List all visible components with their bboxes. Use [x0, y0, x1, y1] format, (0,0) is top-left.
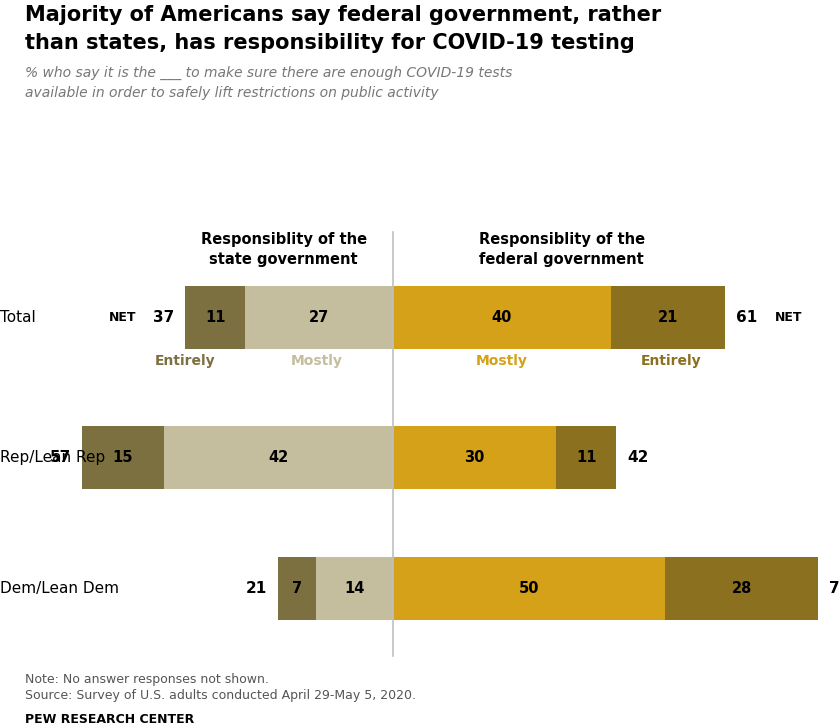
Bar	[278, 557, 317, 620]
Bar	[393, 426, 556, 489]
Text: Mostly: Mostly	[291, 354, 343, 368]
Text: PEW RESEARCH CENTER: PEW RESEARCH CENTER	[25, 713, 194, 727]
Bar	[317, 557, 393, 620]
Text: NET: NET	[109, 311, 136, 324]
Bar	[164, 426, 393, 489]
Text: 21: 21	[658, 310, 679, 325]
Bar	[186, 286, 245, 349]
Text: 21: 21	[246, 581, 267, 596]
Text: Mostly: Mostly	[476, 354, 528, 368]
Text: Responsiblity of the
federal government: Responsiblity of the federal government	[479, 232, 645, 266]
Text: than states, has responsibility for COVID-19 testing: than states, has responsibility for COVI…	[25, 33, 635, 52]
Bar	[393, 286, 611, 349]
Text: available in order to safely lift restrictions on public activity: available in order to safely lift restri…	[25, 86, 438, 100]
Text: Dem/Lean Dem: Dem/Lean Dem	[0, 581, 119, 596]
Text: 11: 11	[576, 450, 596, 465]
Text: 30: 30	[465, 450, 485, 465]
Text: % who say it is the ___ to make sure there are enough COVID-19 tests: % who say it is the ___ to make sure the…	[25, 66, 512, 79]
Bar	[611, 286, 726, 349]
Text: 37: 37	[153, 310, 175, 325]
Text: Total: Total	[0, 310, 36, 325]
Text: 11: 11	[205, 310, 226, 325]
Text: 27: 27	[309, 310, 329, 325]
Bar	[556, 426, 617, 489]
Text: Source: Survey of U.S. adults conducted April 29-May 5, 2020.: Source: Survey of U.S. adults conducted …	[25, 689, 416, 703]
Bar	[665, 557, 818, 620]
Text: 40: 40	[491, 310, 512, 325]
Text: 78: 78	[829, 581, 840, 596]
Text: 57: 57	[50, 450, 71, 465]
Bar	[81, 426, 164, 489]
Text: 15: 15	[113, 450, 133, 465]
Text: Responsiblity of the
state government: Responsiblity of the state government	[201, 232, 367, 266]
Text: 7: 7	[292, 581, 302, 596]
Bar	[393, 557, 665, 620]
Text: 14: 14	[344, 581, 365, 596]
Text: 61: 61	[737, 310, 758, 325]
Text: Rep/Lean Rep: Rep/Lean Rep	[0, 450, 105, 465]
Text: Note: No answer responses not shown.: Note: No answer responses not shown.	[25, 673, 269, 687]
Text: Majority of Americans say federal government, rather: Majority of Americans say federal govern…	[25, 5, 661, 25]
Bar	[245, 286, 393, 349]
Text: 28: 28	[732, 581, 752, 596]
Text: Entirely: Entirely	[641, 354, 701, 368]
Text: NET: NET	[774, 311, 802, 324]
Text: 42: 42	[268, 450, 288, 465]
Text: Entirely: Entirely	[155, 354, 216, 368]
Text: 50: 50	[519, 581, 539, 596]
Text: 42: 42	[627, 450, 648, 465]
